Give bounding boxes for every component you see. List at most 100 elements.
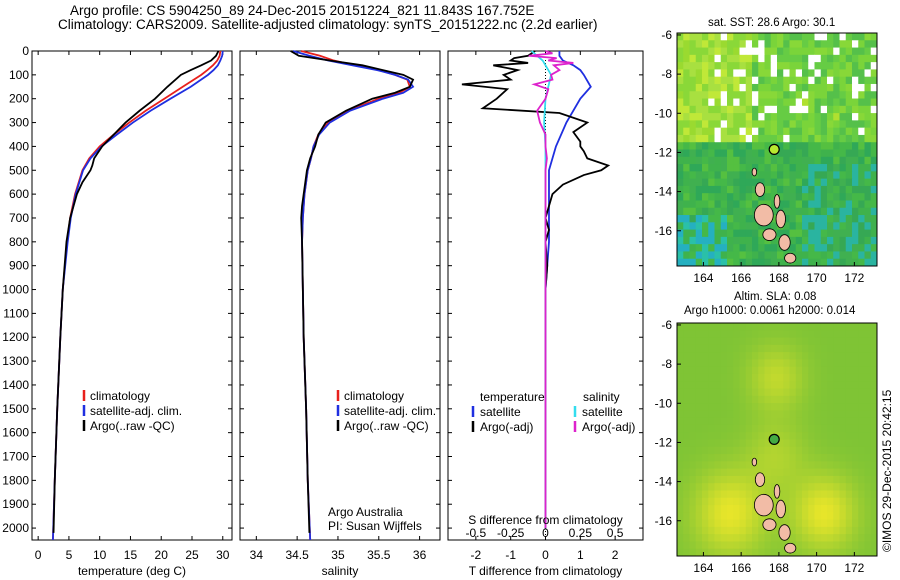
- salinity-xtick-label: 35.5: [367, 548, 391, 562]
- sla_map-ytick-label: -10: [655, 396, 673, 410]
- temperature-xtick-label: 0: [35, 548, 42, 562]
- depth-tick-label: 1000: [2, 283, 29, 297]
- difference-line-0: [544, 51, 592, 529]
- sla_map-island: [775, 499, 786, 519]
- climatology-title: Climatology: CARS2009. Satellite-adjuste…: [58, 17, 598, 32]
- sst-map-title: sat. SST: 28.6 Argo: 30.1: [708, 17, 836, 29]
- sst_map-xtick-label: 170: [807, 271, 827, 285]
- depth-tick-label: 0: [22, 44, 29, 58]
- temperature-xtick-label: 20: [155, 548, 169, 562]
- salinity-diff-tick-label: -0.5: [466, 526, 487, 540]
- depth-tick-label: 1100: [3, 306, 29, 320]
- salinity-xtick-label: 36: [413, 548, 427, 562]
- salinity-diff-legend-title: salinity: [583, 390, 620, 404]
- salinity-xtick-label: 34.5: [285, 548, 309, 562]
- temperature-legend-label: climatology: [90, 389, 150, 403]
- salinity-diff-tick-label: 0.5: [607, 526, 624, 540]
- salinity-diff-tick-label: -0.25: [497, 526, 525, 540]
- depth-tick-label: 1200: [2, 330, 29, 344]
- sla-map-title-line1: Altim. SLA: 0.08: [734, 291, 817, 303]
- sla_map-argo-marker: [768, 433, 780, 445]
- sla_map-island: [754, 472, 766, 487]
- sla_map-ytick-label: -8: [661, 357, 672, 371]
- sst_map-island: [754, 182, 766, 197]
- sst_map-ytick-label: -6: [661, 28, 672, 42]
- salinity-legend-label: Argo(..raw -QC): [344, 419, 429, 433]
- salinity-diff-legend-label: Argo(-adj): [582, 420, 635, 434]
- temperature-diff-legend-title: temperature: [480, 390, 545, 404]
- sst_map-ytick-label: -8: [661, 67, 672, 81]
- salinity-line-0: [301, 50, 411, 541]
- sla_map-xtick-label: 168: [769, 561, 789, 575]
- sla_map-ytick-label: -14: [655, 475, 673, 489]
- differences-xtick-label: -1: [505, 548, 516, 562]
- depth-tick-label: 800: [9, 235, 29, 249]
- sla_map-island: [778, 524, 791, 541]
- sst_map-argo-marker: [768, 143, 780, 155]
- depth-tick-label: 2000: [2, 521, 29, 535]
- sla-map-title-line2: Argo h1000: 0.0061 h2000: 0.014: [684, 305, 856, 317]
- temperature-line-1: [52, 50, 224, 541]
- sla_map-island: [753, 493, 774, 517]
- depth-tick-label: 100: [9, 68, 29, 82]
- temperature-diff-legend-label: Argo(-adj): [480, 420, 533, 434]
- salinity-diff-tick-label: 0.25: [569, 526, 593, 540]
- salinity-legend-label: satellite-adj. clim.: [344, 404, 436, 418]
- sst_map-island: [753, 203, 774, 227]
- differences-xtick-label: -2: [471, 548, 482, 562]
- temperature-frame: [31, 50, 233, 541]
- salinity-xtick-label: 35: [331, 548, 345, 562]
- depth-tick-label: 1600: [2, 426, 29, 440]
- differences-xtick-label: 1: [577, 548, 584, 562]
- sst_map-xtick-label: 164: [693, 271, 713, 285]
- salinity-diff-tick-label: 0: [542, 526, 549, 540]
- difference-line-3: [528, 50, 574, 529]
- credit-institution: Argo Australia: [328, 505, 403, 519]
- sla_map-xtick-label: 170: [807, 561, 827, 575]
- sla_map-island: [784, 542, 797, 554]
- sla_map-ytick-label: -12: [655, 435, 673, 449]
- sst_map-ytick-label: -14: [655, 185, 673, 199]
- differences-xlabel: T difference from climatology: [469, 564, 623, 578]
- sla_map-ytick-label: -16: [655, 514, 673, 528]
- sst_map-island: [784, 252, 797, 264]
- salinity-frame: [239, 50, 441, 541]
- depth-tick-label: 1900: [2, 497, 29, 511]
- sla_map-island: [751, 457, 758, 467]
- sst_map-ytick-label: -10: [655, 106, 673, 120]
- depth-tick-label: 1800: [2, 473, 29, 487]
- sla_map-xtick-label: 166: [731, 561, 751, 575]
- salinity-xlabel: salinity: [322, 564, 359, 578]
- difference-line-2: [530, 50, 553, 529]
- salinity-diff-legend-label: satellite: [582, 405, 623, 419]
- sla_map-xtick-label: 172: [844, 561, 864, 575]
- credit-pi: PI: Susan Wijffels: [328, 519, 422, 533]
- difference-line-1: [461, 50, 611, 529]
- temperature-line-2: [52, 50, 220, 533]
- salinity-line-2: [290, 50, 415, 533]
- imos-timestamp: ©IMOS 29-Dec-2015 20:42:15: [880, 389, 894, 552]
- sst_map-field: [677, 33, 878, 267]
- temperature-legend-label: satellite-adj. clim.: [90, 404, 182, 418]
- differences-frame: [447, 50, 644, 541]
- depth-tick-label: 700: [9, 211, 29, 225]
- temperature-xtick-label: 30: [216, 548, 230, 562]
- differences-xtick-label: 2: [612, 548, 619, 562]
- temperature-xtick-label: 5: [66, 548, 73, 562]
- sst_map-xtick-label: 172: [844, 271, 864, 285]
- sst_map-ytick-label: -12: [655, 145, 673, 159]
- sst_map-island: [778, 234, 791, 251]
- depth-tick-label: 400: [9, 139, 29, 153]
- depth-tick-label: 200: [9, 92, 29, 106]
- sla_map-xtick-label: 164: [693, 561, 713, 575]
- differences-xtick-label: 0: [542, 548, 549, 562]
- sla_map-island: [762, 518, 777, 531]
- salinity-diff-label: S difference from climatology: [468, 513, 623, 527]
- depth-tick-label: 500: [9, 163, 29, 177]
- sla_map-island: [773, 484, 781, 499]
- depth-tick-label: 1500: [2, 402, 29, 416]
- sst_map-xtick-label: 168: [769, 271, 789, 285]
- sst_map-island: [773, 194, 781, 209]
- salinity-line-1: [292, 50, 415, 541]
